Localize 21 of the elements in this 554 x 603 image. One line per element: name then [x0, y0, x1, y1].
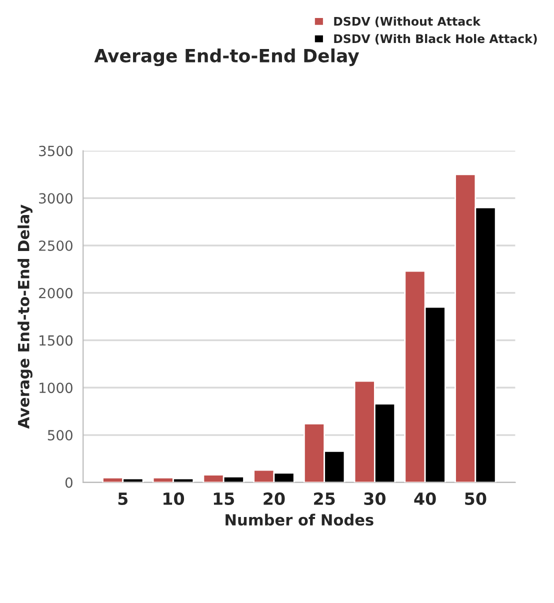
x-tick-label: 10 — [164, 492, 184, 506]
y-tick-label: 500 — [48, 430, 72, 440]
x-tick-label: 5 — [118, 492, 128, 506]
x-tick-label: 50 — [465, 492, 486, 506]
y-tick-label: 1500 — [40, 335, 72, 346]
x-tick-label: 30 — [364, 492, 386, 506]
x-tick-label: 15 — [214, 492, 234, 506]
y-tick-label: 3500 — [39, 146, 72, 156]
legend-label: DSDV (Without Attack — [334, 16, 481, 28]
y-axis-title: Average End-to-End Delay — [18, 204, 32, 429]
y-tick-label: 0 — [65, 477, 72, 488]
x-tick-label: 20 — [264, 492, 285, 506]
y-tick-label: 3000 — [39, 193, 72, 204]
y-tick-label: 1000 — [40, 382, 72, 394]
y-tick-label: 2000 — [39, 288, 72, 298]
x-axis-title: Number of Nodes — [226, 514, 374, 526]
x-tick-label: 25 — [314, 492, 335, 506]
legend-label: DSDV (With Black Hole Attack) — [334, 34, 537, 45]
chart-title: Average End-to-End Delay — [94, 48, 360, 66]
y-tick-label: 2500 — [39, 240, 72, 251]
x-tick-label: 40 — [414, 492, 436, 506]
